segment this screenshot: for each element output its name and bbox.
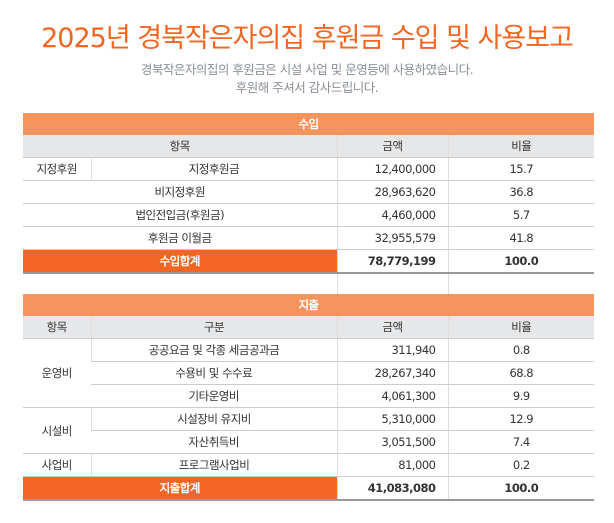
table-row: 기타운영비 4,061,300 9.9 (23, 384, 595, 408)
row-amount: 28,267,340 (336, 361, 448, 385)
table-row: 지정후원 지정후원금 12,400,000 15.7 (23, 157, 595, 181)
row-amount: 5,310,000 (336, 407, 448, 431)
row-amount: 12,400,000 (336, 157, 448, 181)
subtitle-line: 경북작은자의집의 후원금은 시설 사업 및 운영등에 사용하였습니다. (140, 62, 474, 77)
row-group: 지정후원 (23, 157, 91, 181)
income-table: 수입 항목 금액 비율 지정후원 지정후원금 12,400,000 15.7 비지정후원 2… (23, 113, 595, 296)
row-ratio: 12.9 (447, 407, 595, 431)
row-amount: 28,963,620 (336, 180, 448, 204)
row-item: 프로그램사업비 (90, 453, 337, 477)
row-item: 법인전입금(후원금) (23, 203, 337, 227)
row-amount: 32,955,579 (336, 226, 448, 250)
row-ratio: 41.8 (447, 226, 595, 250)
row-amount: 3,051,500 (336, 430, 448, 454)
row-item: 기타운영비 (91, 384, 337, 408)
subtitle-line: 후원해 주셔서 감사드립니다. (235, 80, 379, 95)
row-ratio: 9.9 (447, 384, 595, 408)
total-label: 수입합계 (23, 249, 337, 274)
row-item: 공공요금 및 각종 세금공과금 (90, 338, 337, 362)
row-ratio: 5.7 (447, 203, 595, 227)
row-group: 사업비 (23, 453, 91, 477)
row-item: 비지정후원 (23, 180, 337, 204)
row-group: 운영비 (23, 338, 91, 408)
expense-table: 지출 항목 구분 금액 비율 운영비 공공요금 및 각종 세금공과금 311,940 0.8… (23, 294, 595, 501)
row-amount: 81,000 (336, 453, 448, 477)
row-item: 후원금 이월금 (23, 226, 337, 250)
table-row: 사업비 프로그램사업비 81,000 0.2 (23, 453, 595, 477)
spacer (336, 273, 448, 296)
spacer (23, 273, 337, 296)
row-ratio: 68.8 (447, 361, 595, 385)
col-header-ratio: 비율 (447, 135, 595, 158)
col-header-ratio: 비율 (447, 316, 595, 339)
col-header-amount: 금액 (336, 135, 448, 158)
row-ratio: 7.4 (447, 430, 595, 454)
row-amount: 311,940 (336, 338, 448, 362)
table-row: 시설비 시설장비 유지비 5,310,000 12.9 (23, 407, 595, 454)
table-row: 운영비 공공요금 및 각종 세금공과금 311,940 0.8 (23, 338, 595, 408)
table-row: 후원금 이월금 32,955,579 41.8 (23, 226, 595, 250)
col-header-item: 항목 (23, 135, 337, 158)
total-label: 지출합계 (23, 476, 337, 501)
row-item: 시설장비 유지비 (90, 407, 337, 431)
table-row: 자산취득비 3,051,500 7.4 (23, 430, 595, 454)
row-ratio: 15.7 (447, 157, 595, 181)
row-group: 시설비 (23, 407, 91, 454)
col-header-item: 항목 (23, 316, 91, 339)
income-section-header: 수입 (23, 113, 595, 135)
expense-total-row: 지출합계 41,083,080 100.0 (23, 476, 595, 501)
expense-section-header: 지출 (23, 294, 595, 316)
income-total-row: 수입합계 78,779,199 100.0 (23, 249, 595, 274)
total-ratio: 100.0 (447, 476, 595, 501)
total-ratio: 100.0 (447, 249, 595, 274)
row-amount: 4,460,000 (336, 203, 448, 227)
page-title: 2025년 경북작은자의집 후원금 수입 및 사용보고 (41, 23, 574, 54)
row-item: 지정후원금 (90, 157, 337, 181)
row-item: 자산취득비 (91, 430, 337, 454)
row-item: 수용비 및 수수료 (91, 361, 337, 385)
col-header-amount: 금액 (336, 316, 448, 339)
row-ratio: 0.2 (447, 453, 595, 477)
spacer (447, 273, 595, 296)
row-amount: 4,061,300 (336, 384, 448, 408)
row-ratio: 0.8 (447, 338, 595, 362)
col-header-category: 구분 (90, 316, 337, 339)
total-amount: 41,083,080 (336, 476, 448, 501)
row-ratio: 36.8 (447, 180, 595, 204)
table-row: 법인전입금(후원금) 4,460,000 5.7 (23, 203, 595, 227)
subtitle: 경북작은자의집의 후원금은 시설 사업 및 운영등에 사용하였습니다. 후원해 … (0, 61, 614, 97)
total-amount: 78,779,199 (336, 249, 448, 274)
table-row: 수용비 및 수수료 28,267,340 68.8 (23, 361, 595, 385)
table-row: 비지정후원 28,963,620 36.8 (23, 180, 595, 204)
